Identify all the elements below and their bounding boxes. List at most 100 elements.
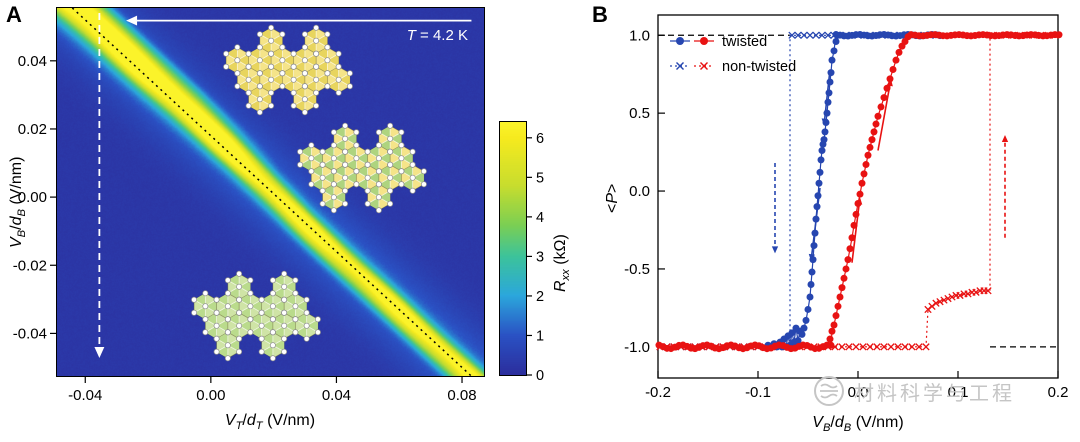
atom-site bbox=[330, 129, 337, 136]
atom-site bbox=[234, 57, 241, 64]
x-tick-label: -0.1 bbox=[745, 384, 771, 401]
atom-site bbox=[314, 316, 321, 323]
triangle-cell bbox=[333, 125, 346, 139]
atom-site bbox=[324, 31, 331, 38]
y-tick-label: 0.5 bbox=[629, 105, 650, 122]
data-point-x bbox=[800, 31, 808, 39]
atom-site bbox=[319, 187, 326, 194]
data-point-x bbox=[852, 343, 860, 351]
colorbar-label: Rxx (kΩ) bbox=[552, 234, 573, 292]
atom-site bbox=[330, 181, 337, 188]
atom-site bbox=[364, 148, 371, 155]
triangle-cell bbox=[227, 325, 240, 339]
triangle-cell bbox=[338, 73, 350, 87]
triangle-cell bbox=[378, 151, 391, 165]
triangle-cell bbox=[272, 312, 285, 326]
x-tick-label: 0.00 bbox=[196, 387, 225, 404]
atom-site bbox=[202, 329, 209, 336]
data-point-x bbox=[794, 31, 802, 39]
atom-site bbox=[213, 322, 220, 329]
legend-marker bbox=[700, 37, 708, 45]
y-tick-label: -1.0 bbox=[624, 339, 650, 356]
data-point-x bbox=[880, 343, 888, 351]
triangle-cell bbox=[295, 299, 307, 313]
y-tick-label: -0.5 bbox=[624, 261, 650, 278]
atom-site bbox=[269, 342, 276, 349]
triangle-cell bbox=[378, 177, 391, 191]
atom-site bbox=[213, 296, 220, 303]
atom-site bbox=[303, 309, 310, 316]
atom-site bbox=[279, 44, 286, 51]
atom-site bbox=[279, 57, 286, 64]
atom-site bbox=[387, 161, 394, 168]
atom-site bbox=[191, 309, 198, 316]
triangle-cell bbox=[216, 332, 228, 346]
atom-site bbox=[281, 322, 288, 329]
panel-a-y-axis-label: VB/dB (V/nm) bbox=[8, 156, 29, 248]
atom-site bbox=[290, 102, 297, 109]
colorbar-tick-label: 6 bbox=[536, 131, 544, 147]
triangle-cell bbox=[259, 92, 272, 106]
atom-site bbox=[313, 76, 320, 83]
triangle-cell bbox=[367, 171, 379, 185]
arrow-shaft bbox=[810, 187, 821, 258]
atom-site bbox=[268, 89, 275, 96]
atom-site bbox=[308, 181, 315, 188]
data-point-x bbox=[940, 296, 948, 304]
data-point bbox=[815, 179, 823, 187]
data-point-x bbox=[948, 293, 956, 301]
atom-site bbox=[269, 277, 276, 284]
data-point-x bbox=[932, 299, 940, 307]
data-point-x bbox=[956, 291, 964, 300]
data-point bbox=[830, 321, 838, 329]
atom-site bbox=[281, 296, 288, 303]
triangle-cell bbox=[250, 299, 262, 313]
atom-site bbox=[256, 31, 263, 38]
data-point-x bbox=[908, 343, 916, 351]
y-tick-label: 0.00 bbox=[18, 189, 47, 206]
triangle-cell bbox=[293, 60, 305, 74]
atom-site bbox=[281, 283, 288, 290]
atom-site bbox=[292, 290, 299, 297]
triangle-cell bbox=[295, 312, 307, 326]
data-point-x bbox=[818, 31, 826, 39]
atom-site bbox=[313, 89, 320, 96]
atom-site bbox=[409, 161, 416, 168]
arrow-shaft bbox=[851, 201, 861, 263]
triangle-cell bbox=[248, 60, 260, 74]
triangle-cell bbox=[248, 86, 260, 100]
data-point-x bbox=[964, 290, 972, 298]
data-point-x bbox=[845, 343, 853, 351]
triangle-cell bbox=[282, 79, 294, 93]
triangle-cell bbox=[248, 99, 260, 113]
triangle-cell bbox=[248, 47, 260, 61]
atom-site bbox=[297, 148, 304, 155]
triangle-cell bbox=[282, 53, 294, 67]
data-point bbox=[836, 293, 844, 301]
atom-site bbox=[301, 44, 308, 51]
atom-site bbox=[364, 187, 371, 194]
watermark-logo-icon bbox=[814, 376, 844, 406]
atom-site bbox=[324, 83, 331, 90]
data-point bbox=[886, 75, 894, 83]
triangle-cell bbox=[345, 132, 357, 146]
atom-site bbox=[279, 83, 286, 90]
x-tick-label: -0.04 bbox=[68, 387, 102, 404]
triangle-cell bbox=[237, 66, 249, 80]
colorbar-axis: 0 1 2 3 4 5 6 bbox=[527, 131, 544, 384]
triangle-cell bbox=[284, 306, 296, 320]
atom-site bbox=[256, 83, 263, 90]
triangle-cell bbox=[261, 319, 273, 333]
atom-site bbox=[375, 129, 382, 136]
triangle-cell bbox=[295, 325, 307, 339]
triangle-cell bbox=[271, 73, 283, 87]
atom-site bbox=[375, 155, 382, 162]
data-point bbox=[827, 341, 835, 349]
atom-site bbox=[330, 168, 337, 175]
atom-site bbox=[245, 63, 252, 70]
data-point-x bbox=[812, 31, 820, 39]
atom-site bbox=[398, 168, 405, 175]
triangle-cell bbox=[322, 171, 334, 185]
watermark-text: 材料科学与工程 bbox=[854, 380, 1015, 405]
